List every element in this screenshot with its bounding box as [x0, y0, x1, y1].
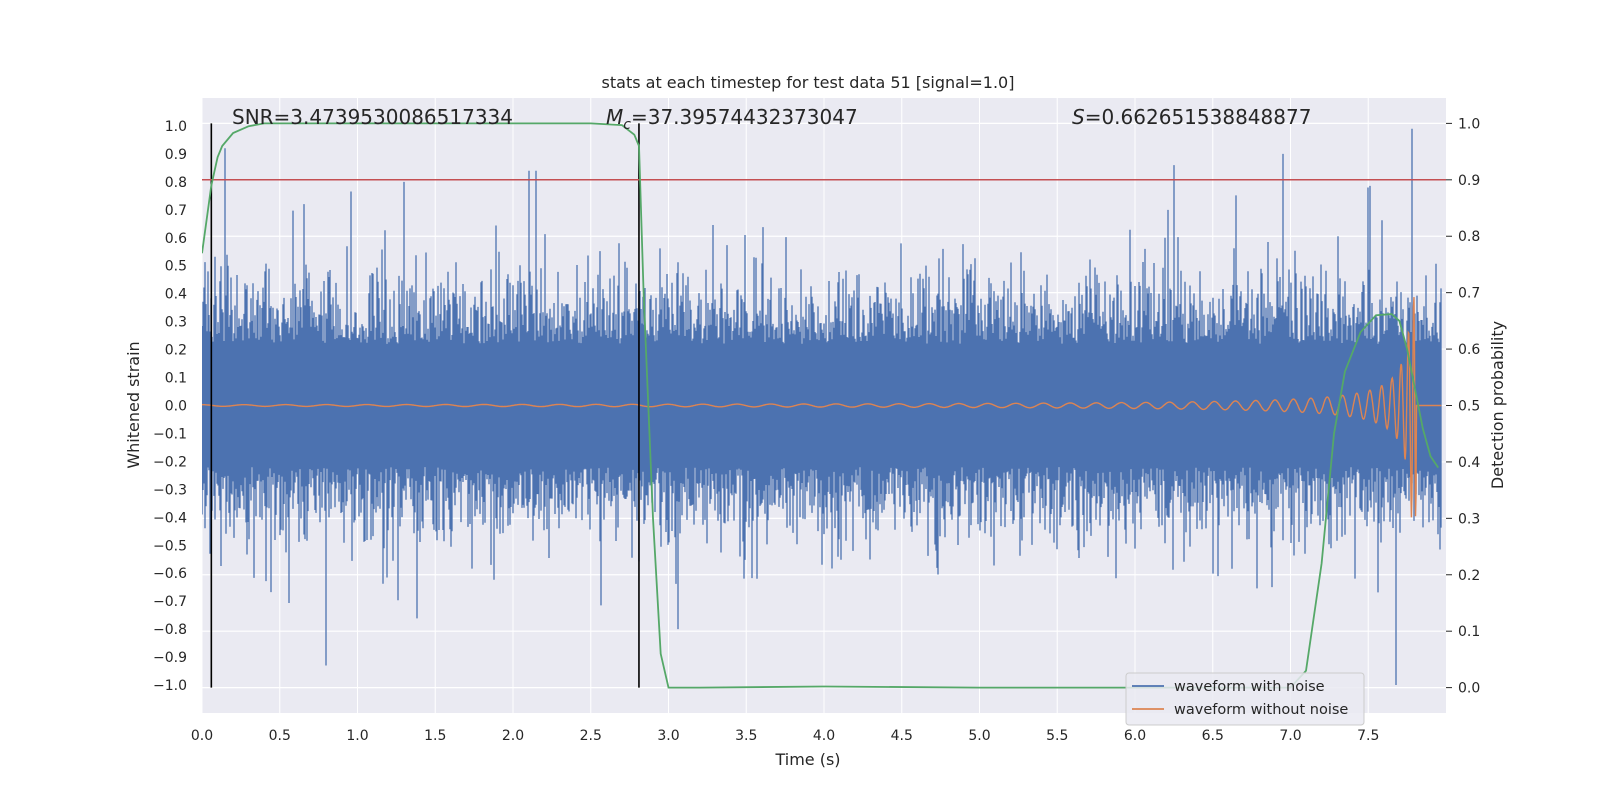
legend-box — [1125, 672, 1365, 726]
y-tick-label: 1.0 — [165, 119, 187, 135]
legend-label-noise: waveform with noise — [1174, 679, 1325, 695]
x-tick-label: 0.0 — [191, 728, 213, 744]
y-tick-label: −1.0 — [153, 678, 187, 694]
y2-tick-label: 0.9 — [1458, 173, 1480, 189]
s-symbol: S — [1072, 105, 1085, 129]
y-tick-label: 0.8 — [165, 175, 187, 191]
y-tick-label: 0.3 — [165, 315, 187, 331]
y2-tick-label: 0.7 — [1458, 286, 1480, 302]
y-tick-label: −0.4 — [153, 510, 187, 526]
x-tick-label: 1.5 — [424, 728, 446, 744]
y-tick-label: 0.4 — [165, 287, 187, 303]
y2-tick-label: 0.6 — [1458, 342, 1480, 358]
snr-annotation: SNR=3.4739530086517334 — [232, 105, 513, 129]
x-tick-label: 4.0 — [813, 728, 835, 744]
series-group — [202, 122, 1446, 689]
y2-tick-label: 0.0 — [1458, 681, 1480, 697]
x-tick-label: 6.5 — [1202, 728, 1224, 744]
x-tick-label: 6.0 — [1124, 728, 1146, 744]
y-tick-label: 0.7 — [165, 203, 187, 219]
mc-symbol: M — [606, 105, 623, 129]
series-probability-line — [202, 122, 1439, 689]
mc-annotation: Mc=37.39574432373047 — [606, 105, 858, 133]
y-tick-label: −0.6 — [153, 566, 187, 582]
y2-tick-label: 0.8 — [1458, 229, 1480, 245]
y-tick-label: 0.6 — [165, 231, 187, 247]
series-clean-line — [202, 297, 1442, 518]
y2-axis-label: Detection probability — [1488, 321, 1507, 489]
x-axis-label: Time (s) — [774, 750, 840, 769]
chart-title: stats at each timestep for test data 51 … — [602, 73, 1015, 92]
ticks: 0.0 0.5 1.0 1.5 2.0 2.5 3.0 3.5 4.0 4.5 5.0 5.5 6.0 6… — [153, 116, 1480, 744]
x-tick-label: 5.0 — [968, 728, 990, 744]
series-layer — [202, 122, 1446, 689]
y2-tick-label: 0.2 — [1458, 568, 1480, 584]
x-tick-label: 2.0 — [502, 728, 524, 744]
x-tick-label: 3.5 — [735, 728, 757, 744]
x-tick-label: 7.5 — [1357, 728, 1379, 744]
s-annotation: S=0.662651538848877 — [1072, 105, 1311, 129]
x-tick-label: 1.0 — [346, 728, 368, 744]
x-tick-label: 5.5 — [1046, 728, 1068, 744]
y-tick-label: 0.0 — [165, 399, 187, 415]
mc-subscript: c — [623, 117, 631, 133]
legend: waveform with noise waveform without noi… — [1125, 672, 1365, 726]
y-tick-label: −0.5 — [153, 538, 187, 554]
x-tick-label: 7.0 — [1279, 728, 1301, 744]
x-tick-label: 4.5 — [891, 728, 913, 744]
legend-label-clean: waveform without noise — [1174, 702, 1348, 718]
y-tick-label: −0.1 — [153, 426, 187, 442]
y2-tick-label: 0.1 — [1458, 624, 1480, 640]
y2-tick-label: 0.3 — [1458, 511, 1480, 527]
y-tick-label: 0.1 — [165, 371, 187, 387]
y-tick-label: −0.7 — [153, 594, 187, 610]
y-tick-label: −0.8 — [153, 622, 187, 638]
mc-value: =37.39574432373047 — [631, 105, 858, 129]
y2-tick-label: 0.5 — [1458, 399, 1480, 415]
y2-tick-label: 1.0 — [1458, 116, 1480, 132]
y-axis-label: Whitened strain — [124, 341, 143, 468]
x-tick-label: 3.0 — [657, 728, 679, 744]
x-tick-label: 2.5 — [580, 728, 602, 744]
y-tick-label: 0.9 — [165, 147, 187, 163]
y-tick-label: −0.9 — [153, 650, 187, 666]
y-tick-label: 0.2 — [165, 343, 187, 359]
x-tick-label: 0.5 — [269, 728, 291, 744]
y-tick-label: −0.3 — [153, 482, 187, 498]
y-tick-label: 0.5 — [165, 259, 187, 275]
s-value: =0.662651538848877 — [1085, 105, 1312, 129]
y-tick-label: −0.2 — [153, 454, 187, 470]
y2-tick-label: 0.4 — [1458, 455, 1480, 471]
